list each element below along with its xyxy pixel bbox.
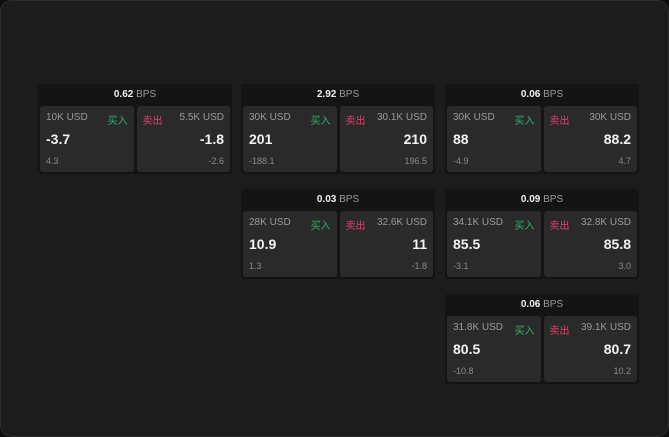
spread-header: 2.92 BPS xyxy=(241,84,435,105)
sell-quantity: 39.1K USD xyxy=(580,322,631,333)
buy-label: 买入 xyxy=(514,221,535,232)
buy-change: 1.3 xyxy=(249,261,262,271)
buy-label: 买入 xyxy=(310,116,331,127)
buy-price: 88 xyxy=(453,131,469,147)
sell-price: 80.7 xyxy=(603,341,631,357)
sell-price: 210 xyxy=(403,131,427,147)
spread-header: 0.06 BPS xyxy=(445,294,639,315)
sell-change: -2.6 xyxy=(208,156,224,166)
spread-unit: BPS xyxy=(339,89,360,100)
quote-card: 0.62 BPS 10K USD 买入 -3.7 4.3 卖出 5.5K USD… xyxy=(38,84,232,174)
spread-header: 0.06 BPS xyxy=(445,84,639,105)
sell-quantity: 32.8K USD xyxy=(580,217,631,228)
sell-price: 11 xyxy=(412,236,427,252)
buy-quantity: 10K USD xyxy=(46,112,88,123)
buy-change: -4.9 xyxy=(453,156,469,166)
spread-value: 0.62 xyxy=(113,89,134,100)
sell-price: -1.8 xyxy=(199,131,224,147)
buy-cell[interactable]: 28K USD 买入 10.9 1.3 xyxy=(243,211,337,277)
buy-change: -188.1 xyxy=(249,156,275,166)
spread-value: 0.06 xyxy=(520,299,541,310)
spread-value: 0.03 xyxy=(316,194,337,205)
buy-price: 85.5 xyxy=(453,236,481,252)
sell-change: 10.2 xyxy=(613,366,631,376)
spread-unit: BPS xyxy=(136,89,157,100)
buy-price: 201 xyxy=(249,131,273,147)
buy-quantity: 34.1K USD xyxy=(453,217,504,228)
buy-cell[interactable]: 30K USD 买入 201 -188.1 xyxy=(243,106,337,172)
sell-label: 卖出 xyxy=(345,116,366,127)
buy-price: 80.5 xyxy=(453,341,481,357)
sell-quantity: 30K USD xyxy=(589,112,631,123)
buy-label: 买入 xyxy=(107,116,128,127)
buy-label: 买入 xyxy=(514,116,535,127)
spread-value: 0.06 xyxy=(520,89,541,100)
sell-label: 卖出 xyxy=(549,221,570,232)
spread-header: 0.03 BPS xyxy=(241,189,435,210)
buy-change: 4.3 xyxy=(46,156,59,166)
sell-cell[interactable]: 卖出 39.1K USD 80.7 10.2 xyxy=(543,316,637,382)
buy-cell[interactable]: 34.1K USD 买入 85.5 -3.1 xyxy=(447,211,541,277)
sell-label: 卖出 xyxy=(549,326,570,337)
buy-price: 10.9 xyxy=(249,236,277,252)
sell-cell[interactable]: 卖出 5.5K USD -1.8 -2.6 xyxy=(136,106,230,172)
spread-value: 2.92 xyxy=(316,89,337,100)
spread-unit: BPS xyxy=(543,299,564,310)
buy-cell[interactable]: 30K USD 买入 88 -4.9 xyxy=(447,106,541,172)
quote-card: 0.06 BPS 31.8K USD 买入 80.5 -10.8 卖出 39.1… xyxy=(445,294,639,384)
sell-quantity: 32.6K USD xyxy=(376,217,427,228)
buy-label: 买入 xyxy=(310,221,331,232)
sell-change: 3.0 xyxy=(618,261,631,271)
quote-card: 0.06 BPS 30K USD 买入 88 -4.9 卖出 30K USD 8… xyxy=(445,84,639,174)
buy-change: -3.1 xyxy=(453,261,469,271)
quote-card: 2.92 BPS 30K USD 买入 201 -188.1 卖出 30.1K … xyxy=(241,84,435,174)
buy-cell[interactable]: 31.8K USD 买入 80.5 -10.8 xyxy=(447,316,541,382)
sell-price: 88.2 xyxy=(603,131,631,147)
spread-value: 0.09 xyxy=(520,194,541,205)
sell-label: 卖出 xyxy=(345,221,366,232)
sell-change: 4.7 xyxy=(618,156,631,166)
sell-quantity: 30.1K USD xyxy=(376,112,427,123)
sell-change: -1.8 xyxy=(411,261,427,271)
sell-label: 卖出 xyxy=(549,116,570,127)
sell-cell[interactable]: 卖出 30.1K USD 210 196.5 xyxy=(339,106,433,172)
sell-label: 卖出 xyxy=(142,116,163,127)
quote-card: 0.03 BPS 28K USD 买入 10.9 1.3 卖出 32.6K US… xyxy=(241,189,435,279)
sell-change: 196.5 xyxy=(404,156,427,166)
spread-unit: BPS xyxy=(339,194,360,205)
buy-change: -10.8 xyxy=(453,366,474,376)
sell-quantity: 5.5K USD xyxy=(179,112,224,123)
sell-cell[interactable]: 卖出 32.6K USD 11 -1.8 xyxy=(339,211,433,277)
buy-cell[interactable]: 10K USD 买入 -3.7 4.3 xyxy=(40,106,134,172)
spread-header: 0.09 BPS xyxy=(445,189,639,210)
buy-quantity: 28K USD xyxy=(249,217,291,228)
buy-label: 买入 xyxy=(514,326,535,337)
buy-quantity: 31.8K USD xyxy=(453,322,504,333)
spread-unit: BPS xyxy=(543,194,564,205)
buy-price: -3.7 xyxy=(46,131,71,147)
spread-unit: BPS xyxy=(543,89,564,100)
sell-cell[interactable]: 卖出 30K USD 88.2 4.7 xyxy=(543,106,637,172)
buy-quantity: 30K USD xyxy=(453,112,495,123)
spread-header: 0.62 BPS xyxy=(38,84,232,105)
sell-cell[interactable]: 卖出 32.8K USD 85.8 3.0 xyxy=(543,211,637,277)
buy-quantity: 30K USD xyxy=(249,112,291,123)
sell-price: 85.8 xyxy=(603,236,631,252)
quote-card: 0.09 BPS 34.1K USD 买入 85.5 -3.1 卖出 32.8K… xyxy=(445,189,639,279)
